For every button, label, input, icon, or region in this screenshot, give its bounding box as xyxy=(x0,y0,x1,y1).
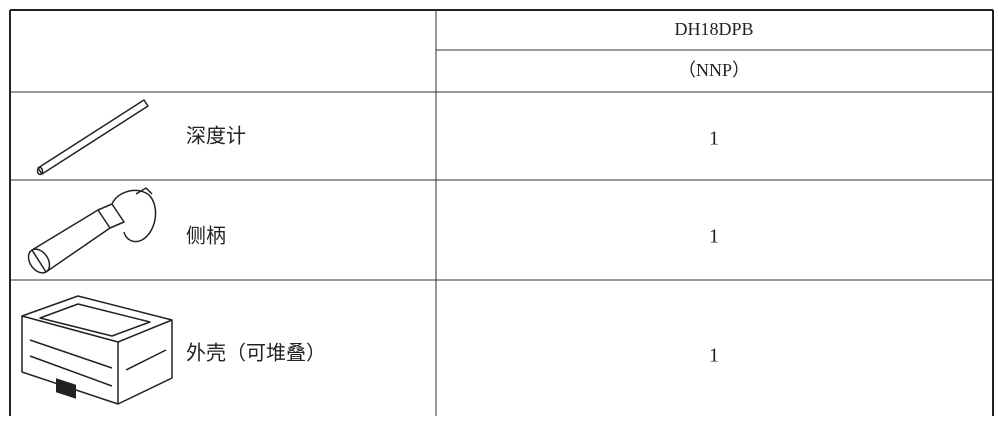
variant-header: （NNP） xyxy=(678,60,750,80)
depth-gauge-icon xyxy=(36,99,149,176)
item-quantity: 1 xyxy=(709,345,719,367)
item-quantity: 1 xyxy=(709,226,719,248)
model-header: DH18DPB xyxy=(674,19,753,39)
item-name: 深度计 xyxy=(186,125,246,148)
side-handle-icon xyxy=(27,187,157,274)
item-quantity: 1 xyxy=(709,128,719,150)
case-icon xyxy=(21,295,173,405)
item-name: 侧柄 xyxy=(186,225,226,248)
item-name: 外壳（可堆叠） xyxy=(186,342,326,365)
